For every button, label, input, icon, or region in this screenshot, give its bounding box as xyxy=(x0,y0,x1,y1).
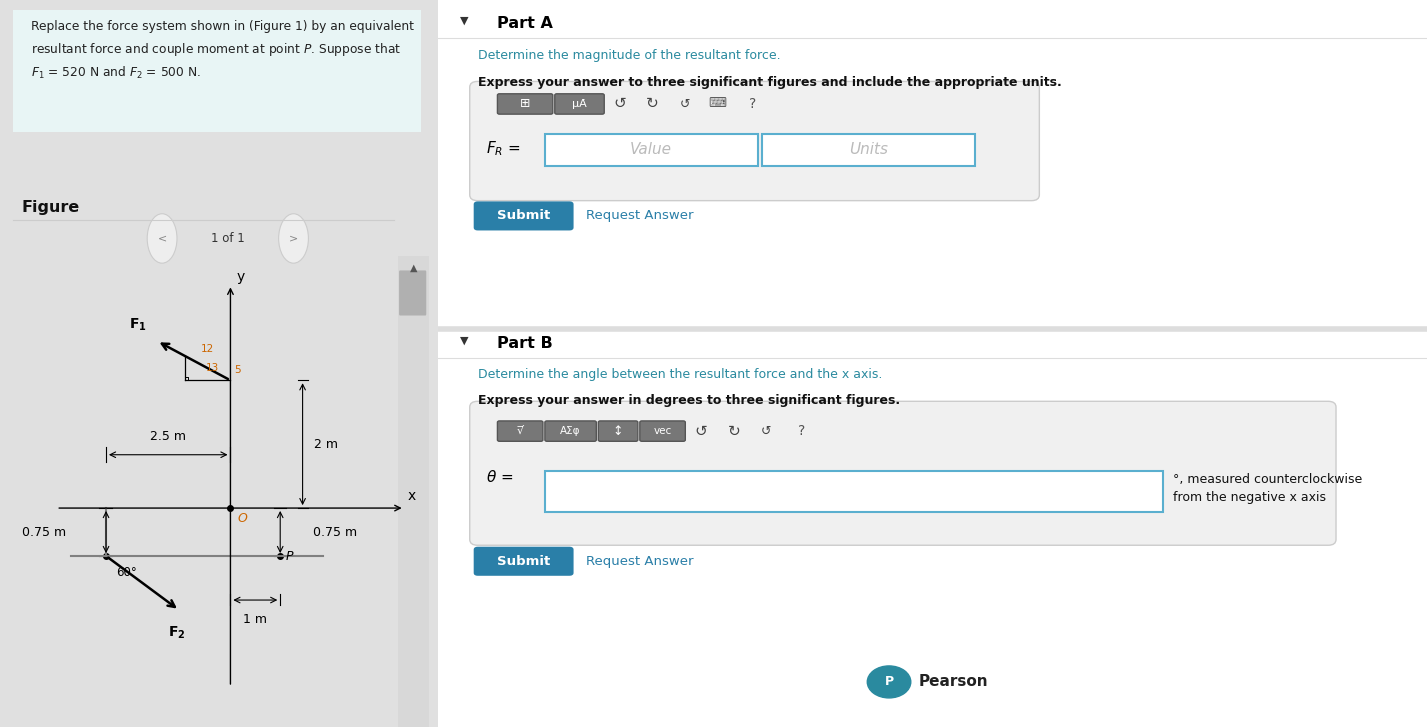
Text: Submit: Submit xyxy=(497,209,551,222)
Text: y: y xyxy=(237,270,244,284)
Text: $\mathbf{F_1}$: $\mathbf{F_1}$ xyxy=(130,317,147,334)
FancyBboxPatch shape xyxy=(474,201,574,230)
FancyBboxPatch shape xyxy=(498,94,552,114)
Text: √̅: √̅ xyxy=(517,426,524,436)
Text: $P$: $P$ xyxy=(285,550,295,563)
Text: °, measured counterclockwise: °, measured counterclockwise xyxy=(1173,473,1363,486)
Text: Units: Units xyxy=(849,142,888,157)
FancyBboxPatch shape xyxy=(469,401,1336,545)
FancyBboxPatch shape xyxy=(555,94,604,114)
Circle shape xyxy=(868,666,910,698)
Text: 2.5 m: 2.5 m xyxy=(150,430,187,443)
Text: ↻: ↻ xyxy=(646,97,659,111)
Text: ↺: ↺ xyxy=(761,425,772,438)
Text: Replace the force system shown in (Figure 1) by an equivalent
resultant force an: Replace the force system shown in (Figur… xyxy=(30,20,414,81)
Text: Pearson: Pearson xyxy=(919,675,989,689)
Text: 60°: 60° xyxy=(116,566,137,579)
Text: Determine the angle between the resultant force and the x axis.: Determine the angle between the resultan… xyxy=(478,368,882,381)
FancyBboxPatch shape xyxy=(639,421,685,441)
Text: Submit: Submit xyxy=(497,555,551,568)
Text: ΑΣφ: ΑΣφ xyxy=(561,426,581,436)
Text: ⌨: ⌨ xyxy=(708,97,726,111)
Text: Part A: Part A xyxy=(498,16,554,31)
Text: $\mathbf{F_2}$: $\mathbf{F_2}$ xyxy=(168,624,186,640)
Text: >: > xyxy=(288,233,298,244)
FancyBboxPatch shape xyxy=(762,134,975,166)
Text: Express your answer in degrees to three significant figures.: Express your answer in degrees to three … xyxy=(478,394,900,407)
Text: 12: 12 xyxy=(201,344,214,354)
Circle shape xyxy=(147,214,177,263)
FancyBboxPatch shape xyxy=(469,81,1039,201)
Text: Request Answer: Request Answer xyxy=(586,209,694,222)
FancyBboxPatch shape xyxy=(438,0,1427,329)
Text: $F_R$ =: $F_R$ = xyxy=(485,139,521,158)
Text: ↺: ↺ xyxy=(614,97,626,111)
FancyBboxPatch shape xyxy=(474,547,574,576)
FancyBboxPatch shape xyxy=(13,10,421,132)
FancyBboxPatch shape xyxy=(400,270,427,316)
Text: ↻: ↻ xyxy=(728,424,741,438)
Text: 0.75 m: 0.75 m xyxy=(21,526,66,539)
Text: P: P xyxy=(885,675,893,688)
Text: Express your answer to three significant figures and include the appropriate uni: Express your answer to three significant… xyxy=(478,76,1062,89)
Text: ?: ? xyxy=(798,424,806,438)
Text: O: O xyxy=(238,512,248,525)
Text: Figure: Figure xyxy=(21,200,80,215)
FancyBboxPatch shape xyxy=(498,421,542,441)
Text: ▼: ▼ xyxy=(459,16,468,26)
Text: ↺: ↺ xyxy=(695,424,708,438)
Text: ⊞: ⊞ xyxy=(519,97,531,111)
FancyBboxPatch shape xyxy=(398,256,430,727)
Text: ↕: ↕ xyxy=(612,425,624,438)
Text: 2 m: 2 m xyxy=(314,438,338,451)
FancyBboxPatch shape xyxy=(545,134,758,166)
Text: μȦ: μȦ xyxy=(572,99,586,109)
Circle shape xyxy=(278,214,308,263)
Text: $\theta$ =: $\theta$ = xyxy=(485,469,512,485)
Text: ▼: ▼ xyxy=(459,336,468,346)
Text: 0.75 m: 0.75 m xyxy=(313,526,357,539)
Text: x: x xyxy=(407,489,415,503)
FancyBboxPatch shape xyxy=(598,421,638,441)
Text: from the negative x axis: from the negative x axis xyxy=(1173,491,1326,504)
Text: 1 of 1: 1 of 1 xyxy=(211,232,244,245)
Text: ▲: ▲ xyxy=(410,263,417,273)
Text: Value: Value xyxy=(631,142,672,157)
Text: ↺: ↺ xyxy=(681,97,691,111)
Text: <: < xyxy=(157,233,167,244)
Text: 1 m: 1 m xyxy=(244,613,267,626)
Text: vec: vec xyxy=(654,426,672,436)
FancyBboxPatch shape xyxy=(545,471,1163,512)
FancyBboxPatch shape xyxy=(438,329,1427,727)
FancyBboxPatch shape xyxy=(545,421,596,441)
Text: Part B: Part B xyxy=(498,336,554,351)
Text: 13: 13 xyxy=(205,363,218,373)
Text: Determine the magnitude of the resultant force.: Determine the magnitude of the resultant… xyxy=(478,49,781,63)
Text: ?: ? xyxy=(749,97,756,111)
Text: 5: 5 xyxy=(234,365,241,374)
Text: Request Answer: Request Answer xyxy=(586,555,694,568)
